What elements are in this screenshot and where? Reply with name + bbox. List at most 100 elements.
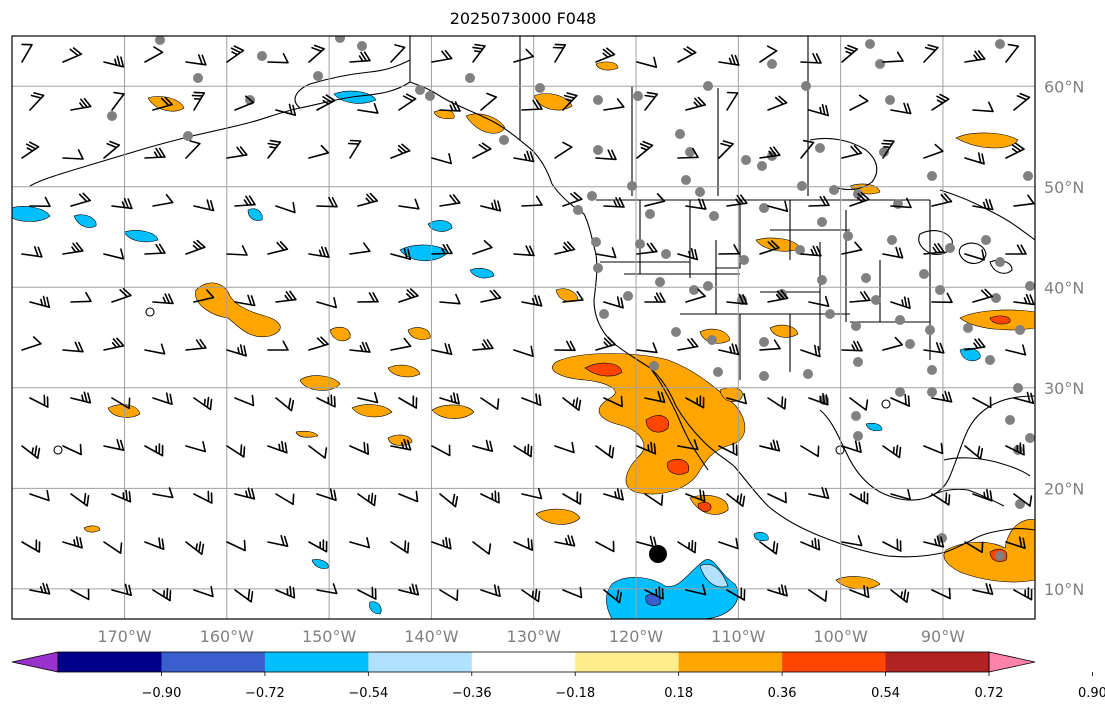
wind-barb <box>103 140 121 159</box>
wind-barb <box>808 487 830 499</box>
wind-barb <box>1013 194 1035 207</box>
wind-barb <box>767 584 788 597</box>
wind-barb <box>521 99 543 111</box>
wind-barb <box>800 53 822 64</box>
wind-barb <box>562 397 582 412</box>
colorbar-segment <box>678 652 783 672</box>
wind-barb <box>308 44 325 63</box>
wind-barb <box>513 48 534 63</box>
wind-barb <box>562 491 582 505</box>
wind-barb <box>226 539 246 552</box>
wind-barb <box>595 540 615 553</box>
wind-barb <box>275 585 296 599</box>
wind-barb <box>841 44 859 63</box>
wind-barb <box>562 191 583 207</box>
wind-barb <box>275 290 297 303</box>
wind-barb <box>677 337 699 351</box>
wind-barb <box>70 391 92 404</box>
wind-barb <box>718 140 734 159</box>
wind-barb <box>111 197 133 210</box>
wind-barb <box>767 200 789 212</box>
lat-label: 10°N <box>1044 580 1084 599</box>
lat-label: 50°N <box>1044 178 1084 197</box>
wind-barb <box>595 47 616 63</box>
wind-barb <box>439 392 460 405</box>
wind-barb <box>726 194 748 207</box>
colorbar-segment <box>575 652 680 672</box>
wind-barb <box>398 93 417 111</box>
wind-barb <box>685 198 707 210</box>
wind-barb <box>439 101 461 112</box>
wind-barb <box>267 241 289 255</box>
colorbar-segment <box>885 652 990 672</box>
land-boundaries <box>29 36 1035 558</box>
wind-barb <box>193 199 215 212</box>
lon-label: 130°W <box>507 627 562 646</box>
wind-barb <box>685 288 706 303</box>
wind-barb <box>890 489 911 501</box>
wind-barb <box>439 493 459 508</box>
wind-barb <box>1005 142 1025 159</box>
wind-barb <box>234 588 254 603</box>
lon-label: 160°W <box>200 627 255 646</box>
wind-barb <box>193 289 215 303</box>
wind-barb <box>349 341 371 353</box>
wind-barb <box>718 537 739 550</box>
wind-barb <box>316 297 337 309</box>
wind-barb <box>193 585 214 598</box>
wind-barb <box>964 445 984 460</box>
wind-barb <box>308 445 328 459</box>
wind-barb <box>759 45 778 63</box>
map-title: 2025073000 F048 <box>449 9 597 28</box>
wind-barb <box>800 445 820 458</box>
lon-label: 140°W <box>404 627 459 646</box>
wind-barb <box>767 491 787 504</box>
wind-barb <box>62 536 83 549</box>
wind-barb <box>595 336 616 351</box>
wind-barb <box>595 247 617 259</box>
wind-barb <box>759 439 781 452</box>
colorbar-extend-high <box>988 651 1036 673</box>
wind-barb <box>144 147 166 159</box>
wind-barb <box>21 445 41 460</box>
lon-label: 110°W <box>711 627 766 646</box>
wind-barb <box>636 441 657 455</box>
wind-barb <box>390 143 411 159</box>
wind-barb <box>21 539 41 553</box>
wind-barb <box>972 488 993 502</box>
wind-barb <box>881 139 895 159</box>
wind-barb <box>472 43 486 63</box>
wind-barb <box>480 199 502 212</box>
colorbar-segment <box>264 652 369 672</box>
wind-barb <box>193 490 213 504</box>
wind-barb <box>521 294 543 307</box>
wind-barb <box>472 339 494 351</box>
wind-barb <box>144 343 166 355</box>
wind-barb <box>603 589 623 604</box>
wind-barb <box>226 45 245 63</box>
wind-barb <box>800 537 821 551</box>
wind-barb <box>431 49 453 63</box>
wind-barb <box>849 94 869 111</box>
wind-barb <box>1013 92 1031 111</box>
wind-barb <box>554 441 575 454</box>
wind-barb <box>29 295 51 308</box>
colorbar-tick-label: 0.18 <box>664 686 693 701</box>
wind-barb <box>1013 391 1035 404</box>
lat-label: 60°N <box>1044 77 1084 96</box>
wind-barb <box>882 246 904 259</box>
wind-barb <box>1013 493 1033 507</box>
wind-barb <box>644 586 664 600</box>
wind-barb <box>931 292 953 304</box>
wind-barb <box>890 102 912 115</box>
wind-barb <box>636 342 658 354</box>
wind-barb <box>103 541 123 554</box>
wind-barb <box>357 292 379 303</box>
wind-barb <box>70 291 92 303</box>
wind-barb <box>521 393 542 406</box>
wind-barb <box>316 94 336 111</box>
wind-barb <box>308 246 330 258</box>
wind-barb <box>152 193 174 207</box>
wind-barb <box>439 589 459 602</box>
